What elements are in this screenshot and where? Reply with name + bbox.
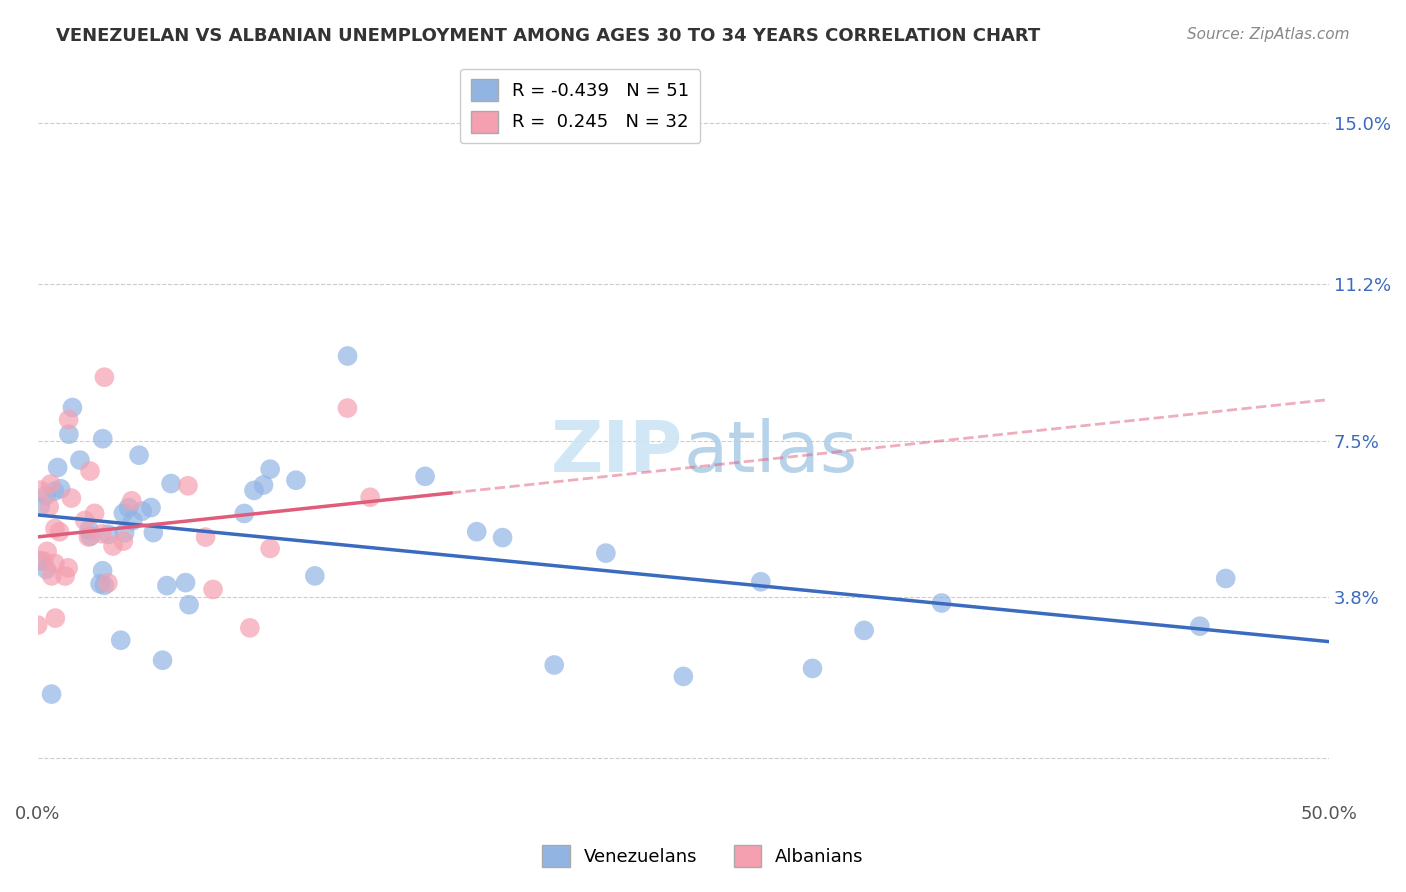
Point bbox=[79, 529, 101, 543]
Point bbox=[79, 464, 101, 478]
Point bbox=[194, 530, 217, 544]
Point bbox=[49, 482, 72, 496]
Point bbox=[41, 569, 63, 583]
Point bbox=[259, 462, 281, 476]
Point bbox=[58, 427, 80, 442]
Point bbox=[152, 653, 174, 667]
Point bbox=[101, 539, 124, 553]
Point bbox=[44, 611, 66, 625]
Point bbox=[37, 544, 59, 558]
Point bbox=[139, 500, 162, 515]
Point bbox=[131, 504, 153, 518]
Point bbox=[142, 525, 165, 540]
Point bbox=[48, 524, 70, 539]
Point bbox=[112, 506, 135, 520]
Point bbox=[77, 523, 100, 537]
Point bbox=[177, 598, 200, 612]
Point bbox=[465, 524, 488, 539]
Point bbox=[174, 575, 197, 590]
Point bbox=[91, 564, 114, 578]
Point bbox=[93, 370, 115, 384]
Point bbox=[35, 488, 58, 502]
Point bbox=[202, 582, 225, 597]
Point bbox=[117, 500, 139, 515]
Point bbox=[32, 554, 55, 568]
Point bbox=[30, 483, 52, 497]
Point bbox=[46, 460, 69, 475]
Point bbox=[97, 575, 120, 590]
Point bbox=[543, 658, 565, 673]
Point bbox=[336, 401, 359, 415]
Point bbox=[259, 541, 281, 556]
Point bbox=[97, 527, 120, 541]
Point bbox=[89, 576, 111, 591]
Point bbox=[304, 569, 326, 583]
Point bbox=[112, 534, 135, 549]
Point bbox=[91, 432, 114, 446]
Point bbox=[156, 579, 179, 593]
Point bbox=[121, 493, 143, 508]
Point bbox=[121, 514, 143, 528]
Point bbox=[595, 546, 617, 560]
Point bbox=[60, 491, 83, 505]
Text: Source: ZipAtlas.com: Source: ZipAtlas.com bbox=[1187, 27, 1350, 42]
Point bbox=[39, 477, 62, 491]
Legend: Venezuelans, Albanians: Venezuelans, Albanians bbox=[536, 838, 870, 874]
Legend: R = -0.439   N = 51, R =  0.245   N = 32: R = -0.439 N = 51, R = 0.245 N = 32 bbox=[460, 69, 700, 144]
Point bbox=[44, 521, 66, 535]
Text: atlas: atlas bbox=[683, 417, 858, 487]
Text: VENEZUELAN VS ALBANIAN UNEMPLOYMENT AMONG AGES 30 TO 34 YEARS CORRELATION CHART: VENEZUELAN VS ALBANIAN UNEMPLOYMENT AMON… bbox=[56, 27, 1040, 45]
Point bbox=[73, 514, 96, 528]
Point bbox=[252, 478, 274, 492]
Point bbox=[243, 483, 266, 498]
Point bbox=[56, 561, 79, 575]
Point bbox=[110, 633, 132, 648]
Text: ZIP: ZIP bbox=[551, 417, 683, 487]
Point bbox=[44, 557, 66, 571]
Point bbox=[38, 500, 60, 514]
Point bbox=[62, 401, 84, 415]
Point bbox=[359, 490, 381, 504]
Point bbox=[128, 448, 150, 462]
Point bbox=[749, 574, 772, 589]
Point bbox=[30, 554, 52, 568]
Point bbox=[233, 507, 256, 521]
Point bbox=[114, 525, 136, 540]
Point bbox=[83, 506, 105, 520]
Point bbox=[90, 526, 112, 541]
Point bbox=[177, 479, 200, 493]
Point bbox=[44, 484, 66, 499]
Point bbox=[284, 473, 307, 487]
Point bbox=[35, 562, 58, 576]
Point bbox=[160, 476, 183, 491]
Point bbox=[672, 669, 695, 683]
Point bbox=[801, 661, 824, 675]
Point bbox=[53, 569, 76, 583]
Point bbox=[1188, 619, 1211, 633]
Point bbox=[491, 531, 513, 545]
Point bbox=[58, 412, 80, 426]
Point bbox=[931, 596, 953, 610]
Point bbox=[93, 578, 115, 592]
Point bbox=[853, 624, 876, 638]
Point bbox=[336, 349, 359, 363]
Point bbox=[41, 687, 63, 701]
Point bbox=[239, 621, 262, 635]
Point bbox=[30, 500, 52, 514]
Point bbox=[413, 469, 436, 483]
Point bbox=[1215, 572, 1237, 586]
Point bbox=[69, 453, 91, 467]
Point bbox=[27, 618, 49, 632]
Point bbox=[77, 530, 100, 544]
